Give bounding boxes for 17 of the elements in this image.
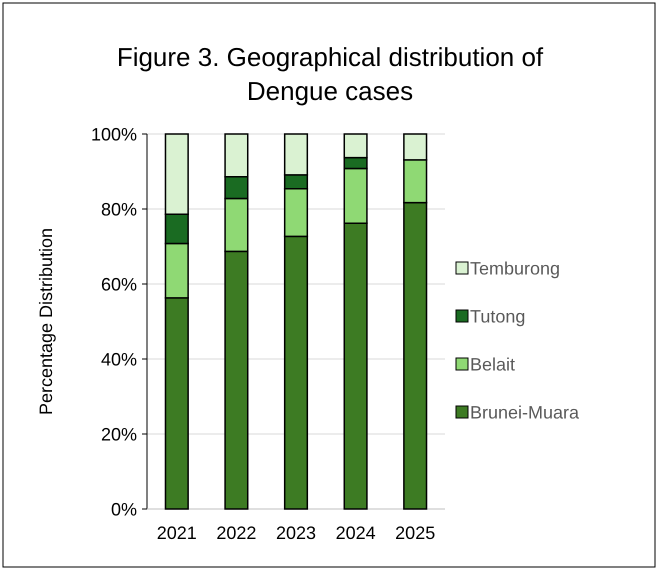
y-tick-label: 60%	[100, 274, 137, 294]
x-tick-label: 2025	[395, 523, 436, 543]
y-tick-label: 0%	[110, 499, 137, 520]
x-tick-label: 2024	[336, 523, 376, 543]
legend-label: Belait	[470, 354, 516, 374]
legend-label: Temburong	[470, 258, 560, 278]
chart-title: Figure 3. Geographical distribution of Dengue cases	[116, 42, 544, 106]
legend-label: Brunei-Muara	[470, 402, 580, 422]
y-tick-label: 20%	[100, 424, 137, 444]
x-tick-label: 2021	[156, 523, 197, 543]
x-tick-label: 2022	[216, 523, 256, 543]
y-tick-label: 100%	[90, 124, 137, 144]
y-tick-label: 80%	[100, 199, 137, 220]
y-axis-title: Percentage Distribution	[36, 228, 56, 416]
y-tick-label: 40%	[100, 349, 137, 370]
x-tick-label: 2023	[276, 523, 316, 543]
legend-label: Tutong	[470, 306, 526, 326]
